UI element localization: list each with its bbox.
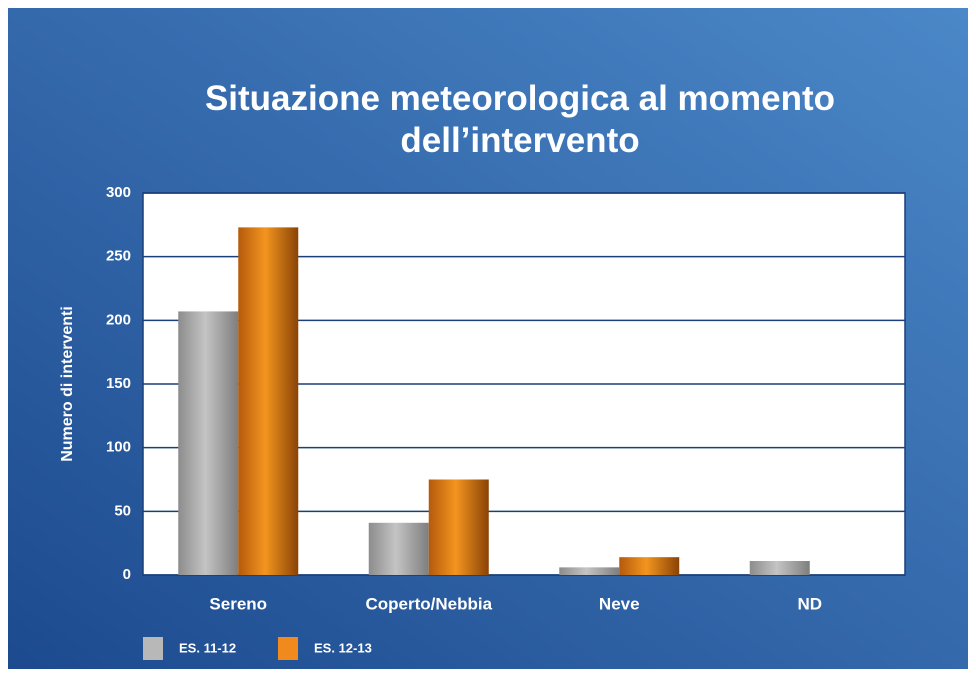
x-tick-label: Coperto/Nebbia — [365, 594, 492, 613]
y-axis-label: Numero di interventi — [59, 306, 76, 462]
y-tick-label: 0 — [123, 566, 131, 583]
y-tick-label: 100 — [106, 439, 131, 456]
x-tick-label: Sereno — [209, 594, 267, 613]
bar — [428, 479, 489, 575]
y-tick-label: 150 — [106, 375, 131, 392]
y-tick-label: 50 — [114, 502, 131, 519]
legend-label: ES. 11-12 — [179, 640, 236, 655]
chart-title: Situazione meteorologica al momento dell… — [204, 79, 836, 160]
legend-swatch — [143, 637, 163, 660]
legend-label: ES. 12-13 — [314, 640, 372, 655]
legend-swatch — [278, 637, 298, 660]
y-tick-label: 250 — [106, 248, 131, 265]
plot-border — [142, 192, 906, 576]
bar — [368, 522, 429, 575]
bar — [749, 560, 810, 575]
y-tick-label: 200 — [106, 311, 131, 328]
bar — [559, 567, 620, 575]
x-tick-label: ND — [797, 594, 822, 613]
bar — [178, 311, 239, 575]
y-tick-label: 300 — [106, 184, 131, 201]
bar — [238, 227, 299, 575]
bar — [619, 557, 680, 575]
x-tick-label: Neve — [599, 594, 640, 613]
